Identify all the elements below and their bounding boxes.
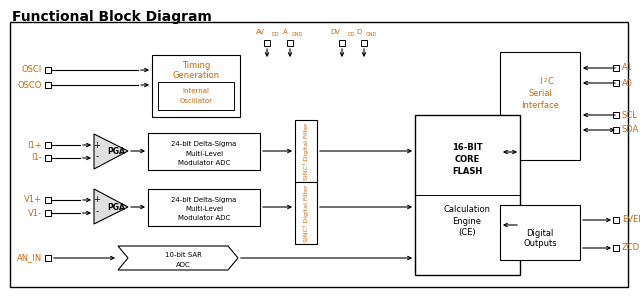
Bar	[287, 40, 293, 46]
Bar	[500, 52, 580, 160]
Text: -: -	[95, 207, 99, 216]
Text: Engine: Engine	[452, 218, 481, 226]
Text: SDA: SDA	[622, 126, 639, 134]
Text: 24-bit Delta-Sigma: 24-bit Delta-Sigma	[172, 197, 237, 203]
Bar	[148, 133, 260, 170]
Text: SINC³ Digital Filter: SINC³ Digital Filter	[303, 184, 309, 242]
Bar	[45, 67, 51, 73]
Bar	[361, 40, 367, 46]
Text: AN_IN: AN_IN	[17, 253, 42, 263]
Text: GND: GND	[292, 31, 303, 36]
Bar	[500, 205, 580, 260]
Text: 24-bit Delta-Sigma: 24-bit Delta-Sigma	[172, 141, 237, 147]
Bar	[295, 182, 317, 244]
Text: ZCD: ZCD	[622, 244, 640, 252]
Text: Multi-Level: Multi-Level	[185, 151, 223, 157]
Text: Multi-Level: Multi-Level	[185, 206, 223, 212]
Text: Modulator ADC: Modulator ADC	[178, 160, 230, 166]
Text: PGA: PGA	[107, 202, 125, 212]
Text: A: A	[284, 29, 288, 35]
Bar	[415, 115, 520, 275]
Text: 16-BIT: 16-BIT	[452, 144, 483, 152]
Text: PGA: PGA	[107, 147, 125, 155]
Text: ADC: ADC	[175, 262, 190, 268]
Text: DD: DD	[272, 31, 280, 36]
Text: -: -	[95, 152, 99, 162]
Text: 10-bit SAR: 10-bit SAR	[164, 252, 202, 258]
Text: Timing: Timing	[182, 62, 210, 70]
Bar	[45, 155, 51, 161]
Text: Modulator ADC: Modulator ADC	[178, 215, 230, 221]
Polygon shape	[118, 246, 238, 270]
Text: V1+: V1+	[24, 195, 42, 205]
Text: DV: DV	[330, 29, 340, 35]
Text: 2: 2	[544, 78, 547, 83]
Text: Calculation: Calculation	[444, 205, 490, 215]
Bar	[613, 65, 619, 71]
Bar	[158, 82, 234, 110]
Text: I: I	[539, 78, 541, 86]
Text: C: C	[548, 78, 554, 86]
Text: Interface: Interface	[521, 101, 559, 110]
Bar	[339, 40, 345, 46]
Bar	[264, 40, 270, 46]
Text: Serial: Serial	[528, 89, 552, 99]
Text: CORE: CORE	[454, 155, 479, 165]
Text: SCL: SCL	[622, 110, 637, 120]
Text: Digital: Digital	[526, 229, 554, 237]
Bar	[45, 197, 51, 203]
Bar	[613, 127, 619, 133]
Bar	[45, 142, 51, 148]
Text: +: +	[93, 141, 100, 149]
Bar	[613, 245, 619, 251]
Bar	[45, 255, 51, 261]
Text: SINC³ Digital Filter: SINC³ Digital Filter	[303, 122, 309, 180]
Text: D: D	[356, 29, 362, 35]
Text: Oscillator: Oscillator	[179, 98, 212, 104]
Bar	[613, 112, 619, 118]
Bar	[613, 80, 619, 86]
Text: A1: A1	[622, 64, 633, 73]
Bar	[45, 82, 51, 88]
Text: Outputs: Outputs	[523, 239, 557, 247]
Text: www.elecfans.com: www.elecfans.com	[471, 269, 529, 274]
Polygon shape	[94, 134, 128, 169]
Text: AV: AV	[256, 29, 265, 35]
Text: I1+: I1+	[28, 141, 42, 149]
Text: I1-: I1-	[31, 154, 42, 163]
Text: A0: A0	[622, 78, 633, 88]
Text: DD: DD	[347, 31, 355, 36]
Text: GND: GND	[366, 31, 377, 36]
Bar	[152, 55, 240, 117]
Text: OSCI: OSCI	[22, 65, 42, 75]
Text: V1-: V1-	[28, 208, 42, 218]
Text: EVENT: EVENT	[622, 215, 640, 224]
Text: Functional Block Diagram: Functional Block Diagram	[12, 10, 212, 24]
Bar	[295, 120, 317, 182]
Text: OSCO: OSCO	[18, 81, 42, 89]
Bar	[45, 210, 51, 216]
Text: +: +	[93, 195, 100, 205]
Bar	[613, 217, 619, 223]
Text: Generation: Generation	[172, 72, 220, 81]
Polygon shape	[94, 189, 128, 224]
Text: (CE): (CE)	[458, 229, 476, 237]
Bar	[10, 22, 628, 287]
Bar	[148, 189, 260, 226]
Text: Internal: Internal	[182, 88, 209, 94]
Text: FLASH: FLASH	[452, 168, 482, 176]
